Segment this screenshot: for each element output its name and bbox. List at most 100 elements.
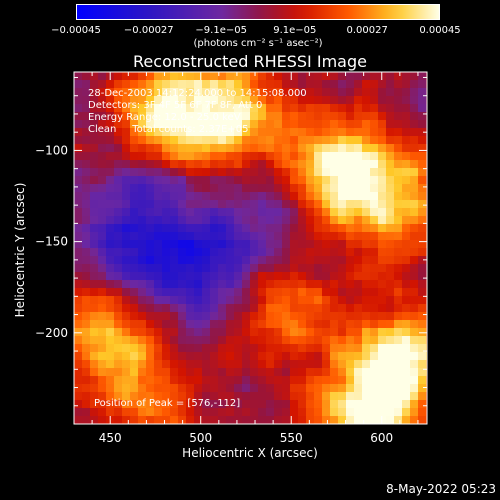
heatmap-cell [362,208,371,217]
heatmap-cell [74,176,83,185]
heatmap-cell [74,216,83,225]
heatmap-cell [330,416,339,424]
heatmap-cell [338,296,347,305]
heatmap-cell [282,392,291,401]
heatmap-cell [82,240,91,249]
heatmap-cell [242,304,251,313]
heatmap-cell [234,112,243,121]
heatmap-cell [394,272,403,281]
heatmap-cell [90,352,99,361]
heatmap-cell [154,288,163,297]
heatmap-cell [258,392,267,401]
heatmap-cell [154,88,163,97]
heatmap-cell [338,352,347,361]
heatmap-cell [146,176,155,185]
heatmap-cell [114,408,123,417]
heatmap-cell [354,200,363,209]
heatmap-cell [130,192,139,201]
heatmap-cell [362,280,371,289]
heatmap-cell [322,288,331,297]
heatmap-cell [178,104,187,113]
heatmap-cell [106,392,115,401]
heatmap-cell [138,216,147,225]
heatmap-cell [346,248,355,257]
heatmap-cell [186,192,195,201]
heatmap-cell [330,288,339,297]
heatmap-cell [354,344,363,353]
heatmap-cell [354,360,363,369]
heatmap-cell [114,112,123,121]
heatmap-cell [330,176,339,185]
heatmap-cell [258,312,267,321]
heatmap-cell [210,192,219,201]
heatmap-cell [186,128,195,137]
heatmap-cell [362,88,371,97]
heatmap-cell [194,344,203,353]
colorbar-tick-label: 0.00045 [419,25,461,36]
heatmap-cell [418,208,427,217]
heatmap-cell [90,168,99,177]
heatmap-cell [154,344,163,353]
heatmap-cell [170,312,179,321]
heatmap-cell [282,416,291,424]
heatmap-cell [346,360,355,369]
heatmap-cell [394,184,403,193]
heatmap-cell [354,232,363,241]
heatmap-cell [258,104,267,113]
heatmap-cell [402,288,411,297]
heatmap-cell [306,352,315,361]
heatmap-cell [266,416,275,424]
heatmap-cell [74,264,83,273]
heatmap-cell [362,96,371,105]
heatmap-cell [106,80,115,89]
heatmap-cell [162,80,171,89]
heatmap-cell [242,376,251,385]
heatmap-cell [330,248,339,257]
heatmap-cell [106,368,115,377]
heatmap-cell [418,216,427,225]
heatmap-cell [210,280,219,289]
heatmap-cell [394,384,403,393]
heatmap-cell [362,72,371,81]
heatmap-cell [394,280,403,289]
heatmap-cell [274,200,283,209]
heatmap-cell [330,256,339,265]
heatmap-cell [106,360,115,369]
heatmap-cell [98,248,107,257]
heatmap-cell [370,176,379,185]
heatmap-cell [186,256,195,265]
heatmap-cell [74,328,83,337]
heatmap-cell [122,256,131,265]
heatmap-cell [226,328,235,337]
heatmap-cell [290,232,299,241]
heatmap-cell [410,184,419,193]
heatmap-cell [234,120,243,129]
heatmap-cell [338,104,347,113]
heatmap-cell [234,88,243,97]
heatmap-cell [186,72,195,81]
heatmap-cell [186,176,195,185]
heatmap-cell [162,376,171,385]
heatmap-cell [274,360,283,369]
heatmap-cell [154,216,163,225]
heatmap-cell [90,328,99,337]
heatmap-cell [178,184,187,193]
heatmap-cell [146,376,155,385]
heatmap-cell [146,120,155,129]
heatmap-cell [418,376,427,385]
heatmap-cell [226,248,235,257]
annotation-time-range: 28-Dec-2003 14:12:24.000 to 14:15:08.000 [88,88,307,99]
heatmap-cell [122,200,131,209]
heatmap-cell [410,96,419,105]
heatmap-cell [362,152,371,161]
heatmap-cell [202,280,211,289]
heatmap-cell [194,112,203,121]
heatmap-cell [178,296,187,305]
heatmap-cell [210,136,219,145]
heatmap-cell [330,304,339,313]
heatmap-cell [90,320,99,329]
heatmap-cell [154,200,163,209]
heatmap-cell [130,312,139,321]
heatmap-cell [330,344,339,353]
heatmap-cell [290,360,299,369]
